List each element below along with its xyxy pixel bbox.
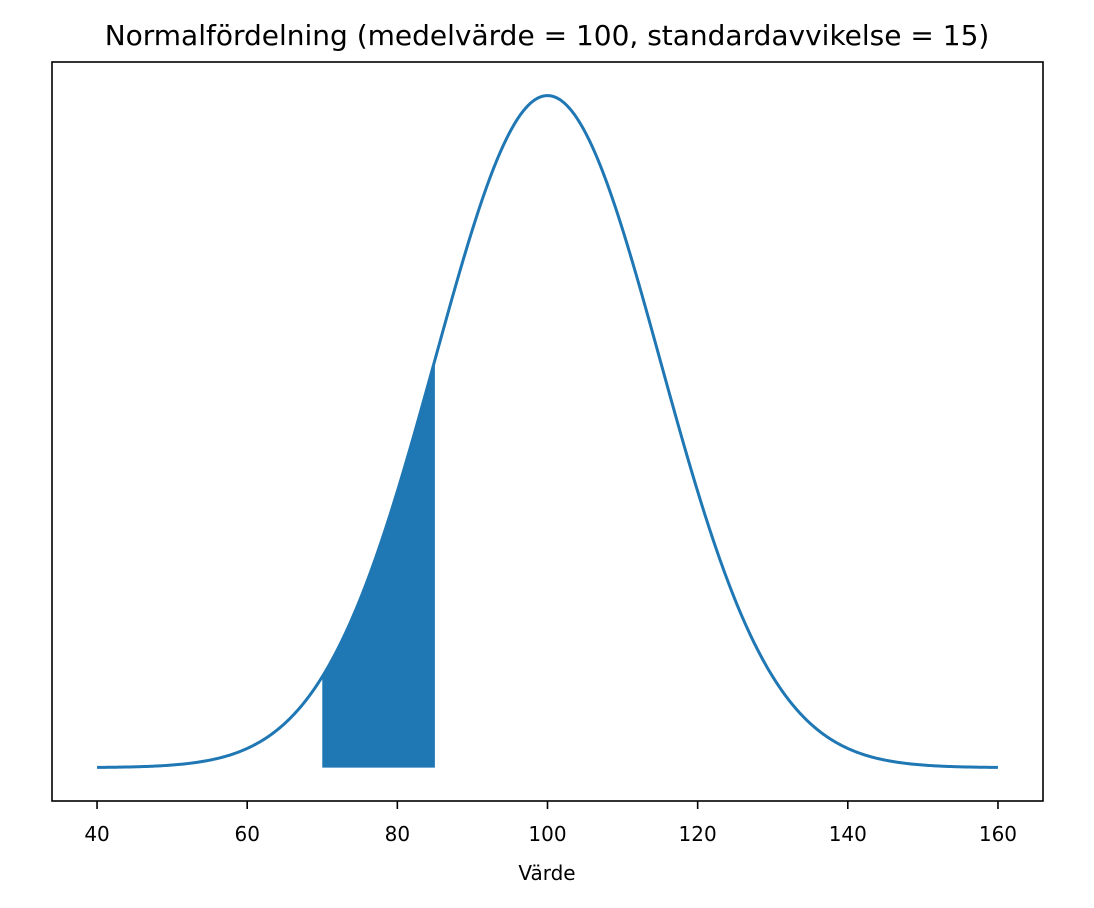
plot-frame	[51, 61, 1044, 802]
chart-title: Normalfördelning (medelvärde = 100, stan…	[105, 19, 990, 52]
plot-area: 40 60 80 100 120 140 160	[51, 61, 1044, 846]
x-tick-label: 140	[829, 822, 867, 846]
x-tick-label: 60	[234, 822, 259, 846]
x-tick-label: 100	[528, 822, 566, 846]
x-tick-label: 160	[979, 822, 1017, 846]
normal-curve-line	[97, 94, 998, 769]
x-tick-label: 120	[679, 822, 717, 846]
x-axis: 40 60 80 100 120 140 160	[84, 801, 1017, 846]
x-tick-label: 40	[84, 822, 109, 846]
x-axis-label: Värde	[518, 861, 575, 885]
x-tick-label: 80	[385, 822, 410, 846]
chart-marks	[97, 94, 998, 769]
